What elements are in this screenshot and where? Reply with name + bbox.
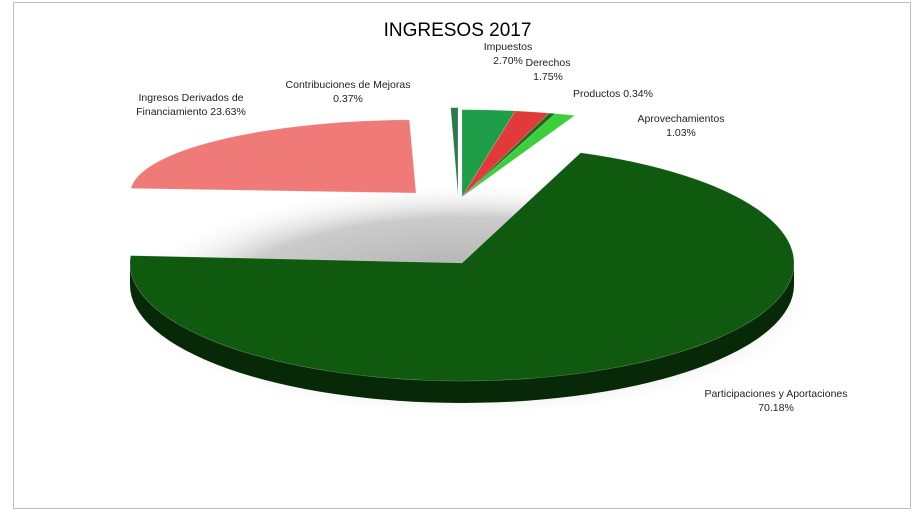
data-label-contribuciones-de-mejoras: Contribuciones de Mejoras 0.37% xyxy=(286,79,411,105)
data-label-impuestos: Impuestos 2.70% xyxy=(484,41,532,67)
data-label-aprovechamientos: Aprovechamientos 1.03% xyxy=(638,113,725,139)
slice-derechos[interactable] xyxy=(461,110,550,198)
slice-contribuciones-de-mejoras[interactable] xyxy=(450,107,459,196)
slice-ingresos-derivados-de-financiamiento[interactable] xyxy=(130,119,417,194)
data-label-derechos: Derechos 1.75% xyxy=(526,57,571,83)
slice-side-participaciones-y-aportaciones xyxy=(130,263,794,403)
data-label-participaciones-y-aportaciones: Participaciones y Aportaciones 70.18% xyxy=(705,388,848,414)
chart-title: INGRESOS 2017 xyxy=(383,20,532,41)
data-label-ingresos-derivados-de-financiamiento: Ingresos Derivados de Financiamiento 23.6… xyxy=(136,92,246,118)
slice-productos[interactable] xyxy=(461,112,557,198)
slice-impuestos[interactable] xyxy=(461,109,516,199)
data-label-productos: Productos 0.34% xyxy=(573,88,653,100)
slice-aprovechamientos[interactable] xyxy=(461,113,576,198)
slice-participaciones-y-aportaciones[interactable] xyxy=(129,152,795,382)
